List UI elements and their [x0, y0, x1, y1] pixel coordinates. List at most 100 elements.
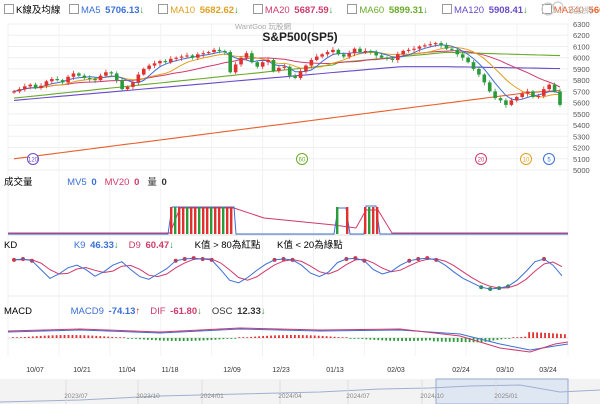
osc-bar	[123, 337, 125, 338]
candle-body	[358, 48, 362, 53]
navigator-label: 2025/01	[494, 393, 518, 400]
candle-body	[455, 49, 460, 55]
volume-legend-item-量[interactable]: 量 0	[147, 177, 166, 188]
price-legend-checkbox[interactable]	[347, 4, 358, 14]
price-legend-toggle[interactable]	[4, 4, 14, 14]
osc-bar	[536, 332, 539, 338]
candle-body	[396, 54, 400, 60]
price-legend-item-ma60[interactable]: MA60 5899.31↓	[343, 4, 430, 16]
osc-bar	[373, 338, 376, 340]
volume-bar	[186, 207, 189, 234]
y-tick-label: 5900	[573, 65, 590, 74]
osc-bar	[87, 335, 90, 338]
navigator-label: 2024/07	[346, 393, 370, 400]
candle-body	[347, 53, 351, 57]
legend-value: 5899.31	[388, 5, 424, 16]
candle-body	[39, 85, 43, 89]
candle-body	[277, 67, 281, 72]
macd-legend-item-dif[interactable]: DIF -61.80↓	[150, 306, 204, 317]
price-legend-item-ma5[interactable]: MA5 5706.13↓	[65, 4, 146, 16]
ma60-line	[13, 51, 561, 99]
candle-body	[44, 81, 49, 86]
osc-bar	[119, 337, 122, 338]
osc-bar	[508, 338, 511, 339]
legend-value: 5706.13	[105, 5, 140, 16]
legend-value: 5687.59	[294, 5, 329, 16]
navigator-window[interactable]	[435, 378, 569, 404]
price-legend-checkbox[interactable]	[158, 4, 169, 14]
osc-bar	[317, 335, 320, 338]
osc-bar	[135, 338, 137, 339]
osc-bar	[540, 332, 542, 338]
price-legend-checkbox[interactable]	[441, 4, 452, 14]
candle-body	[228, 52, 233, 73]
candle-body	[406, 49, 411, 51]
osc-bar	[75, 335, 78, 338]
wantgoo-logo: 玩股網	[541, 1, 592, 16]
candle-body	[50, 79, 54, 82]
osc-bar	[289, 335, 292, 338]
candle-body	[163, 61, 168, 63]
candle-body	[314, 56, 319, 60]
osc-bar	[147, 338, 149, 340]
legend-label: MACD9	[70, 306, 107, 317]
price-legend-checkbox[interactable]	[68, 4, 79, 14]
candle-body	[352, 48, 357, 54]
candle-body	[412, 48, 416, 50]
kd-legend-item-k9[interactable]: K9 46.33↓	[74, 240, 121, 251]
x-tick-label: 02/03	[387, 367, 405, 374]
osc-bar	[95, 335, 98, 338]
macd-legend-item-macd9[interactable]: MACD9 -74.13↑	[71, 306, 143, 317]
candle-body	[547, 84, 551, 90]
osc-bar	[432, 338, 435, 342]
y-tick-label: 6300	[573, 20, 590, 29]
candle-body	[260, 62, 265, 67]
osc-bar	[27, 336, 30, 338]
candle-body	[320, 54, 324, 57]
osc-bar	[417, 338, 419, 341]
arrow-down-icon: ↓	[523, 5, 528, 16]
osc-bar	[206, 338, 209, 341]
osc-bar	[139, 338, 141, 340]
price-legend-item-ma10[interactable]: MA10 5682.62↓	[154, 4, 241, 16]
candle-body	[325, 52, 330, 55]
kd-legend-item-d9[interactable]: D9 60.47↓	[129, 240, 176, 251]
candle-body	[390, 58, 395, 60]
candle-body	[271, 59, 276, 72]
osc-bar	[143, 338, 145, 340]
candle-body	[487, 82, 492, 92]
volume-legend-item-mv20[interactable]: MV20 0	[105, 177, 140, 188]
chart-title: S&P500(SP5)	[262, 30, 337, 44]
x-tick-label: 03/10	[496, 367, 514, 374]
x-tick-label: 12/23	[272, 367, 290, 374]
candle-body	[250, 53, 254, 63]
volume-bar	[214, 207, 217, 234]
osc-bar	[297, 335, 300, 338]
candle-body	[433, 43, 438, 45]
candle-body	[450, 48, 454, 50]
volume-bar	[178, 207, 181, 234]
osc-bar	[47, 335, 50, 338]
macd-legend-item-osc[interactable]: OSC 12.33↓	[212, 306, 268, 317]
osc-bar	[361, 338, 364, 340]
osc-bar	[31, 336, 34, 338]
x-tick-label: 02/24	[452, 367, 470, 374]
osc-bar	[413, 338, 415, 341]
volume-bar	[194, 207, 197, 234]
volume-bar	[346, 207, 349, 234]
arrow-up-icon: ↑	[135, 306, 141, 317]
candle-body	[147, 65, 151, 69]
volume-legend-item-mv5[interactable]: MV5 0	[67, 177, 96, 188]
price-legend-item-ma20[interactable]: MA20 5687.59↓	[249, 4, 336, 16]
osc-bar	[425, 338, 427, 341]
candle-body	[304, 65, 308, 72]
ma-marker-label: 20	[478, 158, 485, 164]
kd-legend-title: KD	[4, 240, 18, 251]
osc-bar	[238, 337, 241, 338]
candle-body	[331, 49, 335, 53]
price-legend-item-ma120[interactable]: MA120 5908.41↓	[438, 4, 530, 16]
osc-bar	[341, 337, 344, 338]
ma20-line	[13, 50, 561, 92]
ma-marker-label: 5	[547, 158, 551, 164]
price-legend-checkbox[interactable]	[252, 4, 263, 14]
